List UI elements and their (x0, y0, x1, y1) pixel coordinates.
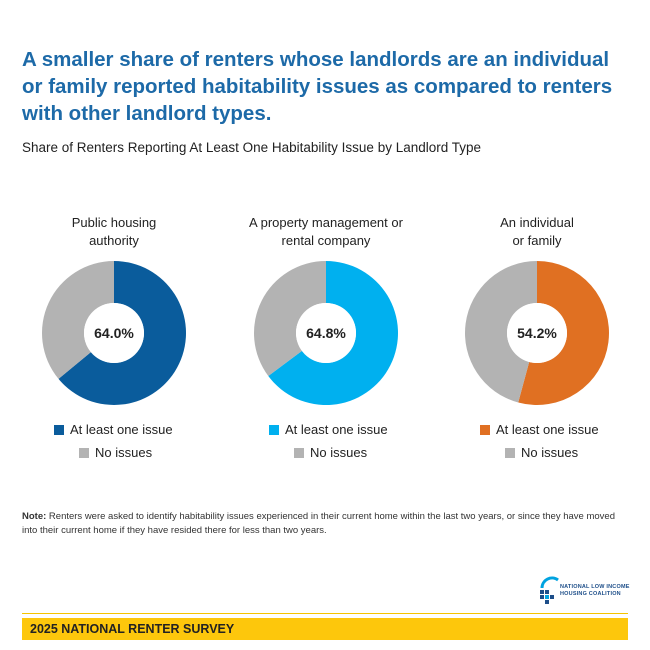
center-value-label: 64.8% (306, 325, 346, 341)
donut-chart-individual-family: An individual or family 54.2% At least o… (439, 214, 635, 464)
legend-swatch (505, 447, 515, 458)
footer-bar: 2025 NATIONAL RENTER SURVEY (22, 618, 628, 640)
nlihc-house-icon (540, 576, 559, 604)
legend: At least one issue No issues (439, 418, 635, 464)
legend-item-issue: At least one issue (54, 418, 212, 441)
chart-title: A property management or rental company (249, 215, 403, 248)
legend-swatch (79, 447, 89, 458)
donut-chart-property-management: A property management or rental company … (228, 214, 424, 464)
legend-item-no-issue: No issues (480, 441, 635, 464)
headline: A smaller share of renters whose landlor… (22, 48, 613, 125)
note-text: Renters were asked to identify habitabil… (22, 511, 615, 536)
note: Note: Renters were asked to identify hab… (22, 510, 632, 538)
slice-no-issues (464, 261, 537, 403)
chart-subtitle: Share of Renters Reporting At Least One … (22, 140, 482, 155)
legend-swatch (269, 424, 279, 435)
slice-no-issues (254, 261, 326, 377)
donut: 64.8% (254, 261, 398, 405)
center-value-label: 64.0% (94, 325, 134, 341)
footer-label: 2025 NATIONAL RENTER SURVEY (30, 622, 235, 636)
donut: 54.2% (464, 261, 609, 405)
donut-hole (507, 303, 567, 363)
chart-title: An individual or family (500, 215, 574, 248)
legend-swatch (480, 424, 490, 435)
donut-hole (296, 303, 356, 363)
chart-title: Public housing authority (71, 215, 157, 248)
donut: 64.0% (42, 261, 186, 405)
slice-at-least-one-issue (518, 261, 609, 405)
note-label: Note: (22, 511, 47, 522)
legend-label: No issues (310, 445, 368, 460)
legend: At least one issue No issues (16, 418, 212, 464)
legend-item-issue: At least one issue (480, 418, 635, 441)
legend-label: No issues (521, 445, 579, 460)
legend: At least one issue No issues (228, 418, 424, 464)
logo-text: NATIONAL LOW INCOME HOUSING COALITION (560, 584, 630, 597)
legend-label: No issues (95, 445, 153, 460)
legend-label: At least one issue (285, 422, 388, 437)
footer-rule (22, 613, 628, 614)
legend-label: At least one issue (70, 422, 173, 437)
legend-item-issue: At least one issue (269, 418, 424, 441)
slice-no-issues (42, 261, 114, 379)
center-value-label: 54.2% (517, 325, 557, 341)
legend-item-no-issue: No issues (269, 441, 424, 464)
donut-chart-public-housing: Public housing authority 64.0% At least … (16, 214, 212, 464)
legend-swatch (294, 447, 304, 458)
slice-at-least-one-issue (268, 261, 398, 405)
legend-label: At least one issue (496, 422, 599, 437)
legend-swatch (54, 424, 64, 435)
donut-hole (84, 303, 144, 363)
legend-item-no-issue: No issues (54, 441, 212, 464)
slice-at-least-one-issue (58, 261, 186, 405)
nlihc-logo: NATIONAL LOW INCOME HOUSING COALITION (538, 572, 638, 606)
